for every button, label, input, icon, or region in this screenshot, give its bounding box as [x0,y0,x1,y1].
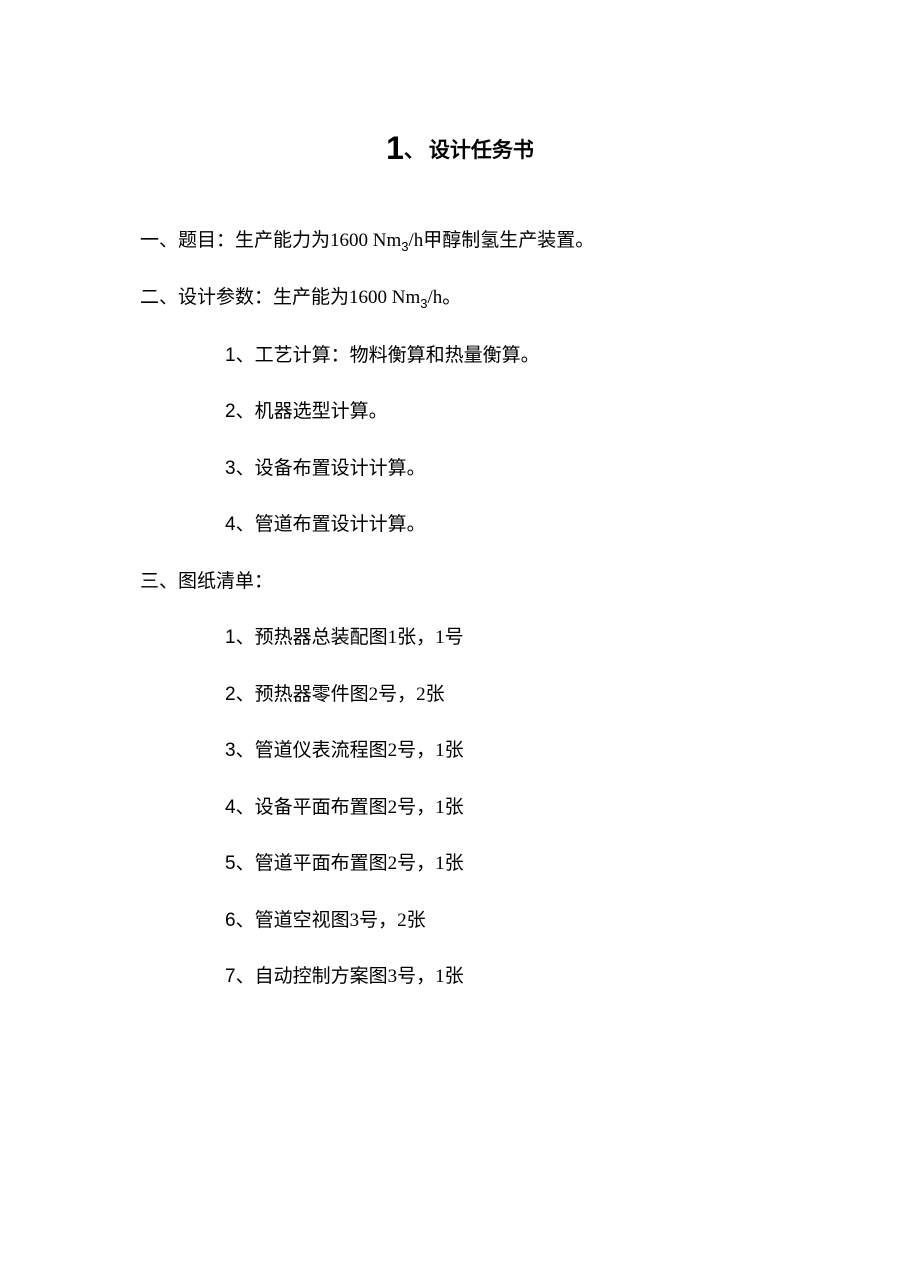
section-three-item-1-num: 1、 [225,627,255,648]
section-two-text-before: 生产能为1600 Nm [273,287,420,308]
section-three-item-3-num: 3、 [225,740,255,761]
section-three-item-7: 7、自动控制方案图3号，1张 [225,963,780,992]
section-three-item-1-text: 预热器总装配图1张，1号 [255,627,464,648]
section-two-item-3-num: 3、 [225,458,255,479]
document-title: 1、 设计任务书 [140,130,780,167]
section-three-item-1: 1、预热器总装配图1张，1号 [225,624,780,653]
section-three-item-3-text: 管道仪表流程图2号，1张 [255,740,464,761]
section-three-item-2: 2、预热器零件图2号，2张 [225,681,780,710]
section-three-item-4-num: 4、 [225,797,255,818]
section-three-item-2-text: 预热器零件图2号，2张 [255,684,445,705]
section-three-cnnum: 三、 [140,571,178,592]
section-one-text-after: /h甲醇制氢生产装置。 [409,230,595,251]
section-two-item-1: 1、工艺计算：物料衡算和热量衡算。 [225,342,780,371]
title-separator: 、 [404,138,425,162]
section-three-item-5-num: 5、 [225,853,255,874]
section-two-item-1-text: 工艺计算：物料衡算和热量衡算。 [255,345,540,366]
section-three-item-7-text: 自动控制方案图3号，1张 [255,966,464,987]
section-two-cnnum: 二、 [140,287,178,308]
section-two-item-4: 4、管道布置设计计算。 [225,511,780,540]
section-two-sub: 3 [420,296,427,311]
section-two-item-2-num: 2、 [225,401,255,422]
section-three: 三、图纸清单： 1、预热器总装配图1张，1号 2、预热器零件图2号，2张 3、管… [140,568,780,992]
section-two-item-3: 3、设备布置设计计算。 [225,455,780,484]
section-three-label: 图纸清单： [178,571,273,592]
section-one-cnnum: 一、 [140,230,178,251]
section-two-item-4-text: 管道布置设计计算。 [255,514,426,535]
section-two-item-2-text: 机器选型计算。 [255,401,388,422]
section-three-item-3: 3、管道仪表流程图2号，1张 [225,737,780,766]
title-text: 设计任务书 [429,138,534,162]
section-two-item-1-num: 1、 [225,345,255,366]
section-three-item-4: 4、设备平面布置图2号，1张 [225,794,780,823]
section-two-text-after: /h。 [428,287,462,308]
title-number: 1 [386,130,404,166]
section-two: 二、设计参数：生产能为1600 Nm3/h。 1、工艺计算：物料衡算和热量衡算。… [140,284,780,539]
section-three-item-6-num: 6、 [225,910,255,931]
section-two-heading: 二、设计参数：生产能为1600 Nm3/h。 [140,284,780,313]
section-one-heading: 一、题目：生产能力为1600 Nm3/h甲醇制氢生产装置。 [140,227,780,256]
section-two-item-3-text: 设备布置设计计算。 [255,458,426,479]
section-three-item-5-text: 管道平面布置图2号，1张 [255,853,464,874]
section-two-label: 设计参数： [178,287,273,308]
section-three-item-6: 6、管道空视图3号，2张 [225,907,780,936]
section-three-heading: 三、图纸清单： [140,568,780,597]
section-one-sub: 3 [401,239,408,254]
section-three-item-4-text: 设备平面布置图2号，1张 [255,797,464,818]
section-one-text-before: 生产能力为1600 Nm [235,230,401,251]
section-one-label: 题目： [178,230,235,251]
section-three-item-5: 5、管道平面布置图2号，1张 [225,850,780,879]
section-two-item-2: 2、机器选型计算。 [225,398,780,427]
section-three-item-6-text: 管道空视图3号，2张 [255,910,426,931]
section-one: 一、题目：生产能力为1600 Nm3/h甲醇制氢生产装置。 [140,227,780,256]
section-three-item-7-num: 7、 [225,966,255,987]
section-two-item-4-num: 4、 [225,514,255,535]
section-three-item-2-num: 2、 [225,684,255,705]
